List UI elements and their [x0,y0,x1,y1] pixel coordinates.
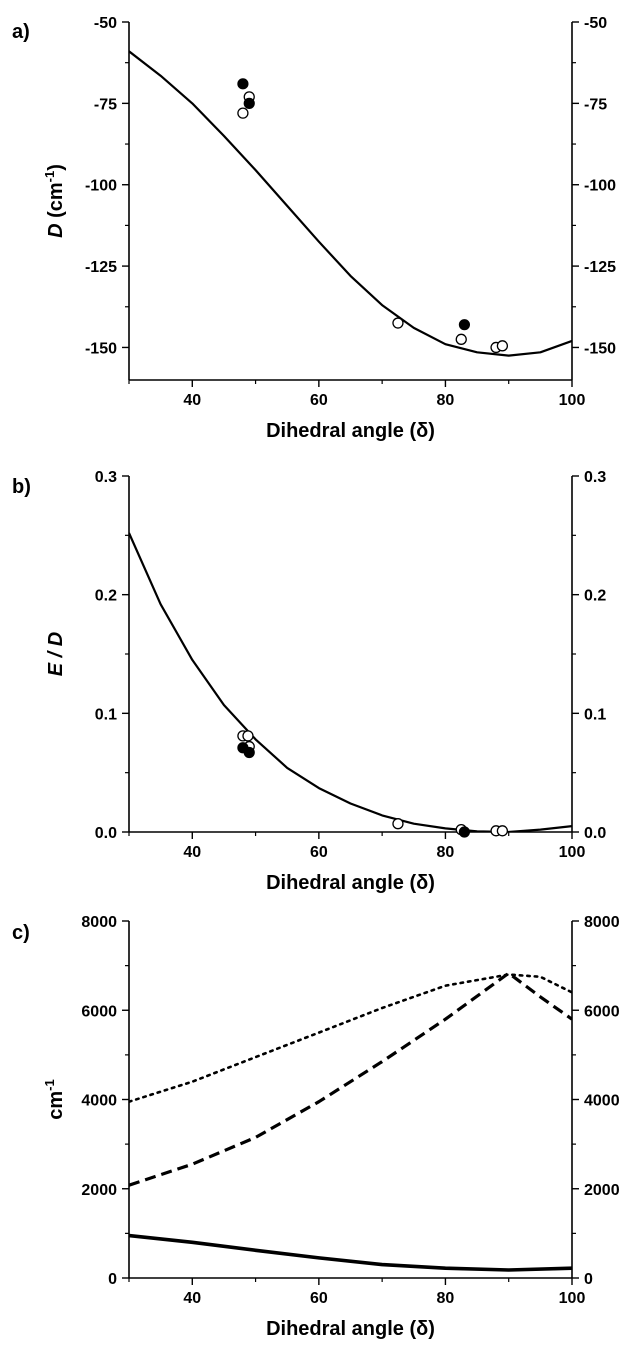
y-tick-label-left: 0 [108,1271,117,1288]
series-line-thick [129,1233,572,1272]
panel-2: b) 40 60 80 100 0.0 0.0 0.1 0.1 0.2 0.2 0.3 0.3 Dihed… [12,469,606,894]
y-tick-label-left: 6000 [81,1003,117,1020]
x-tick-label: 100 [559,1290,586,1307]
panel-3: c) 40 60 80 100 0 0 2000 2000 4000 4000 6000 6000 800… [12,914,620,1340]
y-tick-label-right: 8000 [584,914,620,931]
x-axis-title: Dihedral angle (δ) [266,872,435,894]
x-tick-label: 40 [183,392,201,409]
y-axis-title-close: ) [45,164,67,171]
y-tick-label-right: -75 [584,96,607,113]
data-point-open [392,818,404,830]
y-tick-label-left: 0.2 [95,588,117,605]
panel-letter: b) [12,476,31,498]
y-tick-label-left: 2000 [81,1182,117,1199]
y-tick-label-right: 0 [584,1271,593,1288]
x-tick-label: 80 [437,392,455,409]
x-tick-label: 100 [559,392,586,409]
y-axis-title-exp: -1 [42,1079,57,1091]
data-point-open [496,825,509,837]
y-tick-label-right: -150 [584,340,616,357]
y-tick-label-left: 4000 [81,1093,117,1110]
x-tick-label: 40 [183,1290,201,1307]
y-tick-label-right: 6000 [584,1003,620,1020]
y-tick-label-right: 0.1 [584,706,606,723]
y-tick-label-left: -150 [85,340,117,357]
y-tick-label-right: 0.2 [584,588,606,605]
y-tick-label-right: 4000 [584,1093,620,1110]
data-point-open [496,340,509,352]
y-axis-title-main: cm [45,1091,67,1120]
y-axis-title: E / D [45,632,67,676]
panel-1: a) 40 60 80 100 -150 -150 -125 -125 -100 -100 -75 -7… [12,15,616,442]
y-tick-label-left: 8000 [81,914,117,931]
y-tick-label-right: -50 [584,15,607,32]
y-tick-label-right: 0.3 [584,469,606,486]
y-axis-title: cm-1 [42,1079,67,1119]
data-point-open [455,333,467,345]
x-tick-label: 80 [437,844,455,861]
series-line-solid [129,50,572,357]
x-tick-label: 60 [310,844,328,861]
panel-letter: c) [12,922,30,944]
series-line-dashed [129,971,572,1187]
x-tick-label: 60 [310,1290,328,1307]
data-point-filled [243,746,255,759]
data-point-filled [458,319,471,331]
y-tick-label-left: -50 [94,15,117,32]
y-tick-label-right: -125 [584,259,616,276]
x-axis-title: Dihedral angle (δ) [266,420,435,442]
y-axis-title-main: D [45,223,67,237]
x-tick-label: 80 [437,1290,455,1307]
panel-letter: a) [12,21,30,43]
y-tick-label-right: 2000 [584,1182,620,1199]
y-tick-label-left: 0.3 [95,469,117,486]
data-point-filled [243,97,255,109]
y-axis-title-exp: -1 [42,171,57,183]
y-tick-label-left: -100 [85,178,117,195]
y-tick-label-right: -100 [584,178,616,195]
y-tick-label-left: 0.0 [95,825,117,842]
x-tick-label: 60 [310,392,328,409]
y-axis-title-main: E / D [45,632,67,676]
y-axis-title: D (cm-1) [42,164,67,238]
y-tick-label-left: 0.1 [95,706,117,723]
data-point-open [242,730,254,742]
series-line-solid [129,532,572,832]
data-point-open [237,107,249,119]
x-tick-label: 40 [183,844,201,861]
y-tick-label-left: -75 [94,96,117,113]
x-tick-label: 100 [559,844,586,861]
series-line-dotted [129,973,572,1103]
data-point-filled [458,826,471,838]
data-point-open [392,317,404,329]
y-tick-label-left: -125 [85,259,117,276]
data-point-filled [237,78,249,90]
y-axis-title-unit: (cm [45,182,67,223]
y-tick-label-right: 0.0 [584,825,606,842]
x-axis-title: Dihedral angle (δ) [266,1318,435,1340]
